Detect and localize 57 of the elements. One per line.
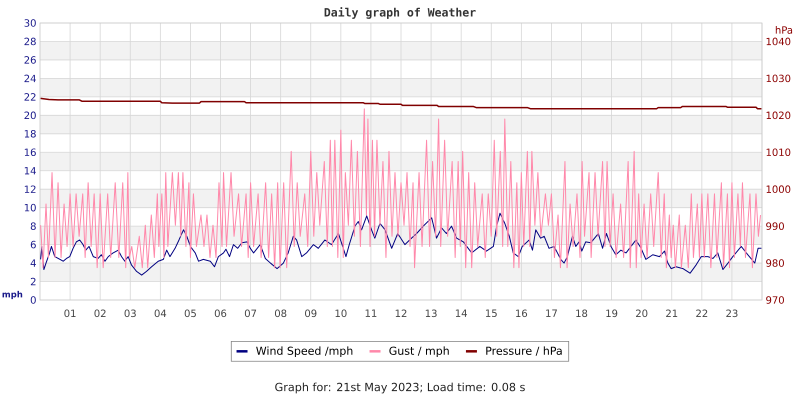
y-tick-label: 26: [24, 56, 36, 64]
y2-tick-label: 1010: [766, 148, 790, 156]
y-tick-label: 4: [30, 259, 36, 267]
legend-label: Wind Speed /mph: [256, 346, 352, 358]
y-tick-label: 14: [24, 167, 36, 174]
y2-tick-label: 1040: [766, 38, 790, 46]
y2-axis-title: hPa: [776, 26, 792, 34]
y-tick-label: 10: [24, 204, 36, 212]
y2-tick-label: 980: [766, 259, 784, 267]
y-tick-label: 8: [30, 222, 36, 230]
x-tick-label: 14: [456, 310, 467, 317]
x-tick-label: 13: [426, 310, 437, 318]
y-tick-label: 6: [30, 240, 36, 248]
y-tick-label: 12: [24, 185, 36, 193]
line-series: [40, 212, 762, 276]
line-series: [40, 98, 762, 110]
chart-title: Daily graph of Weather: [324, 7, 476, 19]
x-tick-label: 11: [366, 310, 376, 317]
x-tick-label: 18: [576, 310, 588, 318]
y-tick-label: 18: [24, 130, 36, 138]
y2-tick-label: 1030: [766, 74, 790, 82]
y-tick-label: 22: [24, 93, 36, 101]
y2-tick-label: 1000: [766, 185, 790, 193]
x-tick-label: 08: [274, 310, 286, 318]
x-tick-label: 22: [696, 310, 708, 317]
y-axis-title: mph: [2, 290, 22, 300]
y2-tick-label: 1020: [766, 112, 790, 120]
x-tick-label: 01: [64, 310, 76, 318]
x-tick-label: 03: [124, 310, 136, 318]
y-tick-label: 0: [30, 296, 36, 304]
y-tick-label: 30: [24, 19, 36, 27]
x-tick-label: 23: [726, 310, 738, 318]
x-tick-label: 19: [606, 310, 618, 318]
x-tick-label: 17: [546, 310, 557, 317]
x-tick-label: 10: [336, 310, 347, 318]
x-tick-label: 12: [396, 310, 406, 317]
x-tick-label: 21: [666, 310, 678, 317]
y-tick-label: 20: [24, 112, 36, 120]
y-tick-label: 28: [24, 38, 36, 46]
x-tick-label: 09: [305, 310, 316, 318]
y2-tick-label: 990: [766, 222, 784, 230]
x-tick-label: 05: [184, 310, 196, 318]
y-tick-label: 16: [24, 148, 36, 156]
x-tick-label: 16: [516, 310, 528, 318]
x-tick-label: 07: [244, 310, 256, 318]
x-tick-label: 02: [94, 310, 106, 318]
line-series: [40, 108, 761, 268]
x-tick-label: 15: [486, 310, 497, 317]
y2-tick-label: 970: [766, 296, 784, 304]
x-tick-label: 04: [154, 310, 166, 318]
y-tick-label: 2: [30, 278, 36, 286]
x-tick-label: 06: [214, 310, 226, 318]
legend-label: Gust / mph: [389, 346, 449, 358]
y-tick-label: 24: [24, 74, 36, 82]
x-tick-label: 20: [636, 310, 648, 318]
legend-label: Pressure / hPa: [486, 346, 562, 356]
text: Graph for: 21st May 2023; Load time: 0.08 s: [275, 382, 525, 394]
